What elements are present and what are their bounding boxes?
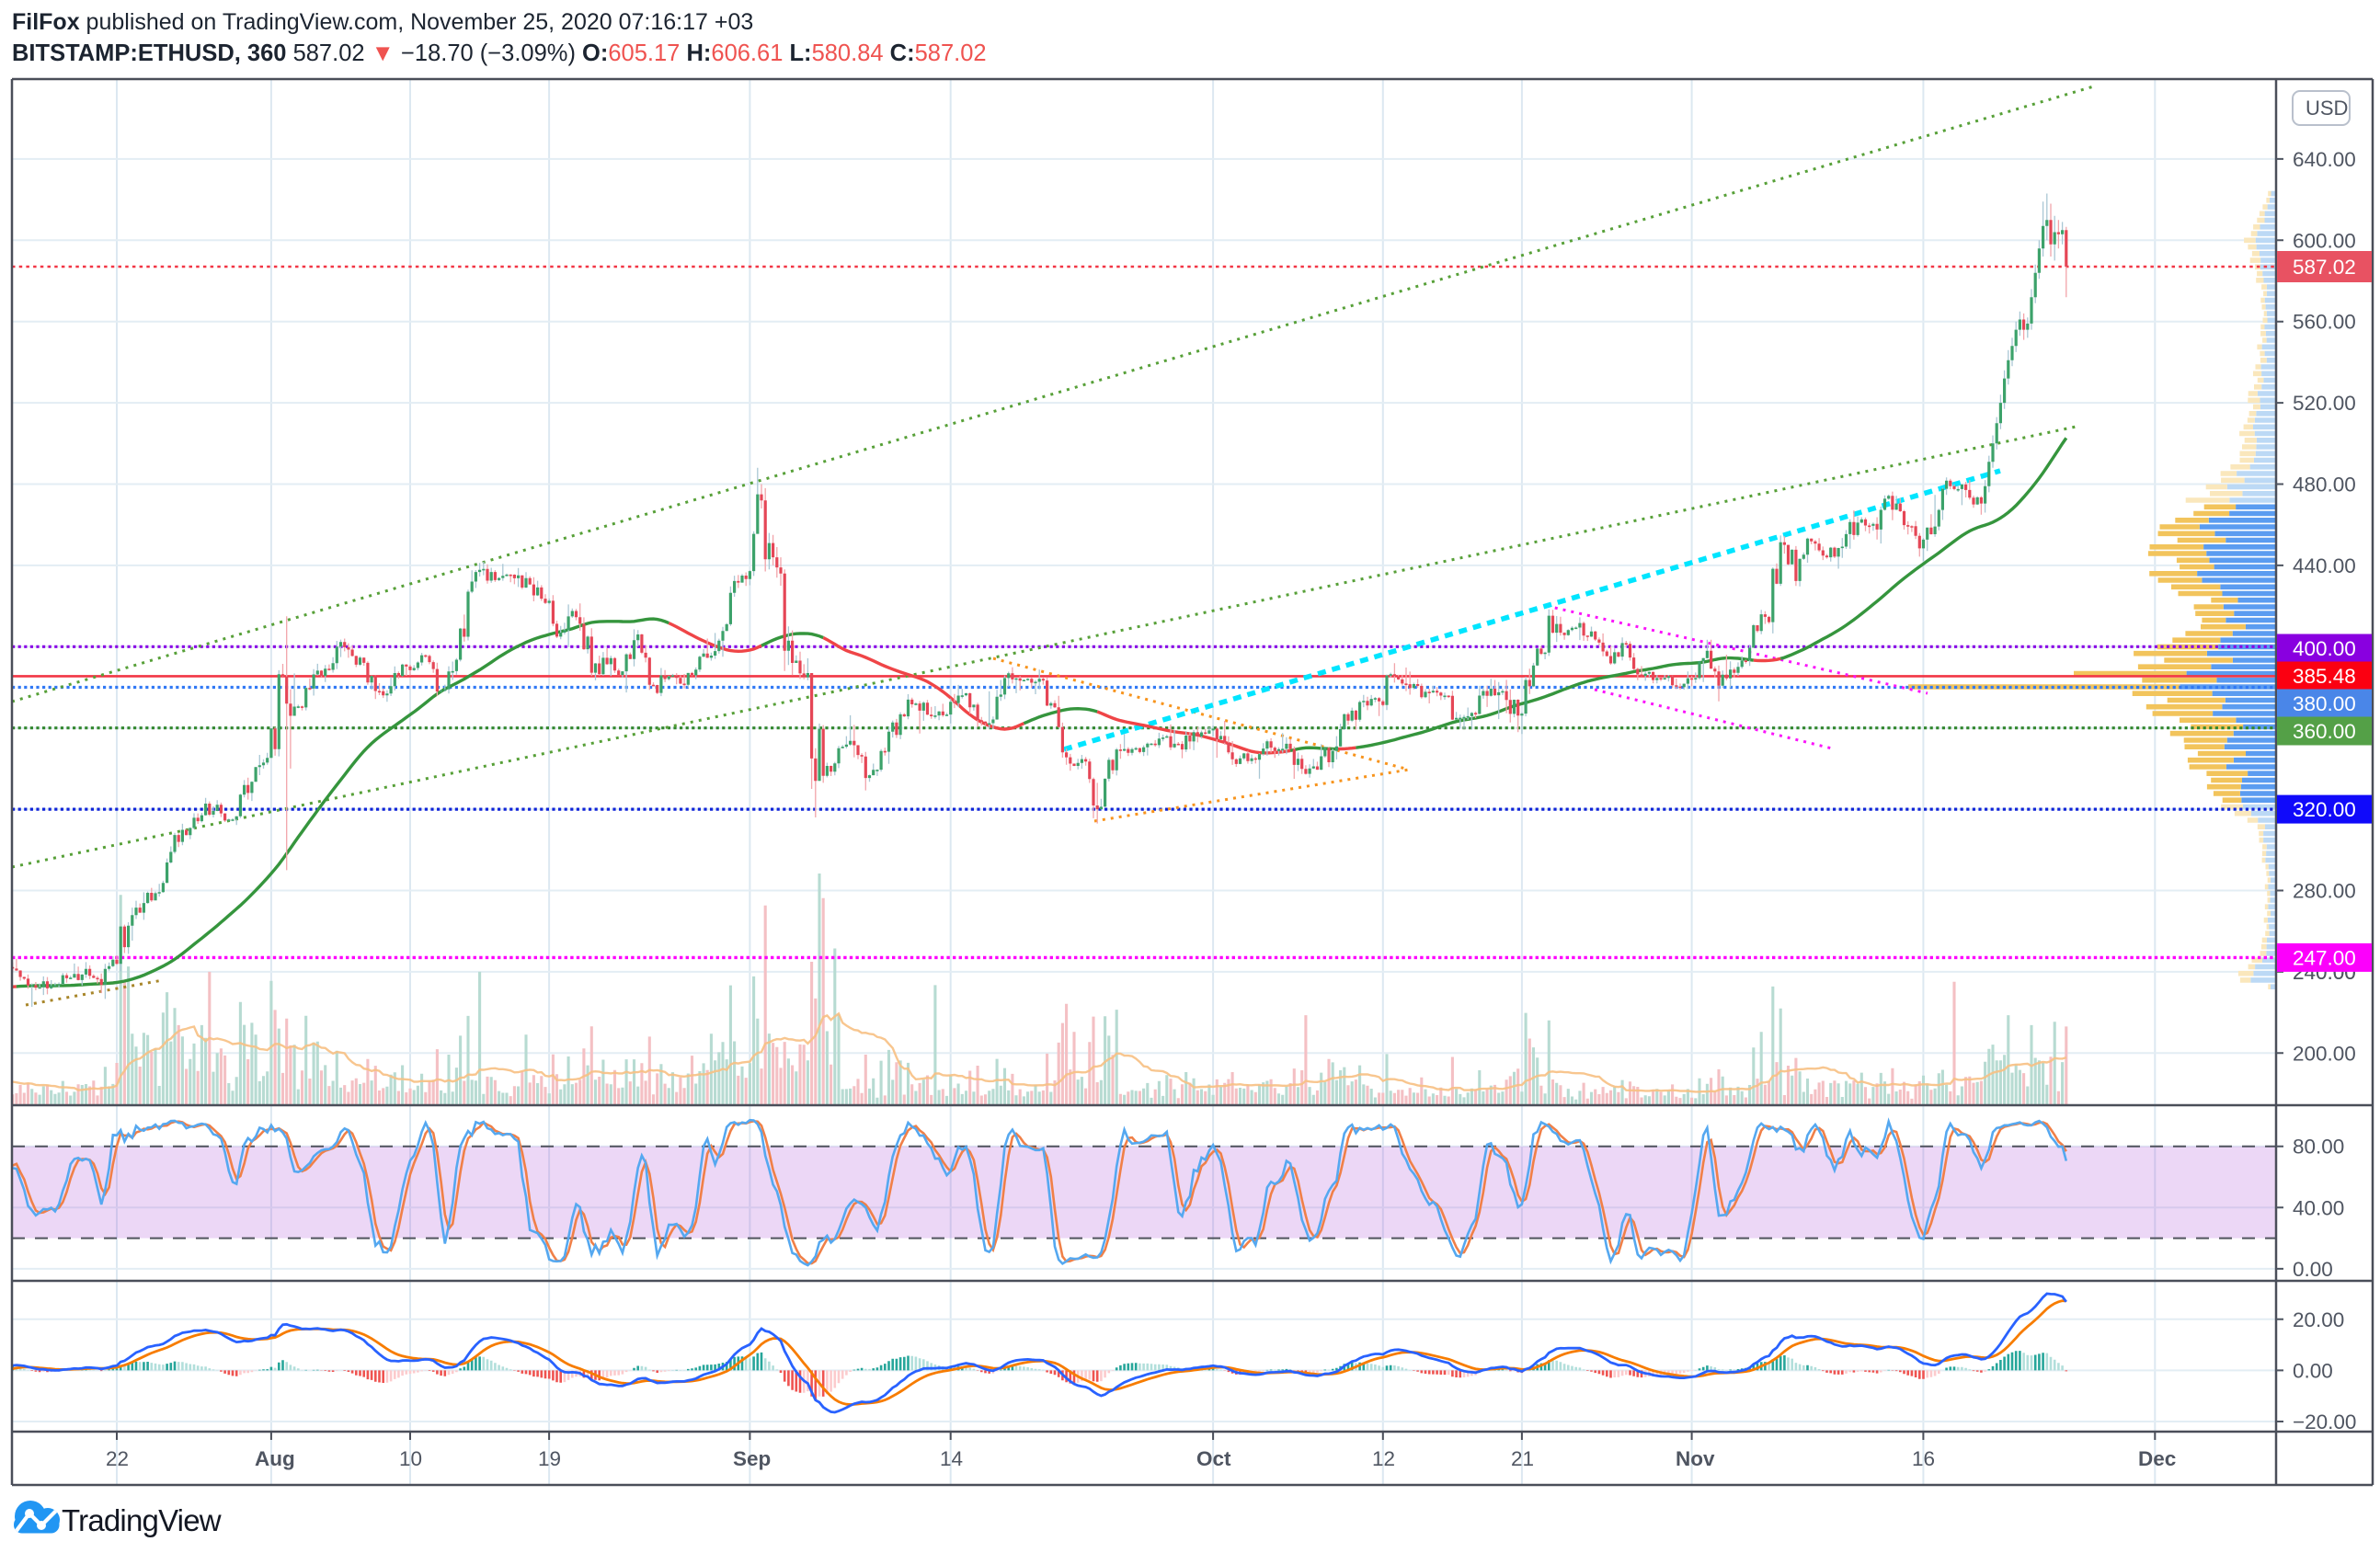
svg-text:480.00: 480.00 [2293, 474, 2356, 497]
svg-text:16: 16 [1912, 1447, 1935, 1470]
svg-text:360.00: 360.00 [2293, 720, 2356, 743]
svg-text:280.00: 280.00 [2293, 880, 2356, 903]
svg-text:12: 12 [1372, 1447, 1395, 1470]
svg-text:USD: USD [2306, 97, 2348, 120]
svg-text:21: 21 [1511, 1447, 1534, 1470]
svg-text:385.48: 385.48 [2293, 665, 2356, 688]
svg-text:10: 10 [399, 1447, 422, 1470]
svg-text:0.00: 0.00 [2293, 1258, 2333, 1281]
svg-text:20.00: 20.00 [2293, 1308, 2344, 1331]
svg-text:TradingView: TradingView [62, 1503, 222, 1537]
svg-text:Sep: Sep [733, 1447, 771, 1470]
svg-text:400.00: 400.00 [2293, 637, 2356, 660]
svg-text:640.00: 640.00 [2293, 148, 2356, 171]
svg-text:520.00: 520.00 [2293, 392, 2356, 415]
svg-text:22: 22 [106, 1447, 129, 1470]
svg-text:587.02: 587.02 [2293, 256, 2356, 279]
svg-text:0.00: 0.00 [2293, 1359, 2333, 1382]
svg-text:Nov: Nov [1676, 1447, 1715, 1470]
svg-text:FilFox published on TradingVie: FilFox published on TradingView.com, Nov… [12, 9, 753, 35]
svg-text:200.00: 200.00 [2293, 1042, 2356, 1065]
svg-text:440.00: 440.00 [2293, 554, 2356, 577]
svg-text:600.00: 600.00 [2293, 229, 2356, 252]
svg-text:560.00: 560.00 [2293, 311, 2356, 334]
svg-text:80.00: 80.00 [2293, 1136, 2344, 1159]
svg-text:247.00: 247.00 [2293, 946, 2356, 969]
svg-text:Dec: Dec [2138, 1447, 2176, 1470]
svg-text:320.00: 320.00 [2293, 798, 2356, 821]
svg-text:380.00: 380.00 [2293, 692, 2356, 715]
svg-text:19: 19 [538, 1447, 561, 1470]
svg-text:40.00: 40.00 [2293, 1196, 2344, 1219]
svg-text:14: 14 [940, 1447, 963, 1470]
svg-text:Oct: Oct [1196, 1447, 1231, 1470]
svg-text:Aug: Aug [255, 1447, 295, 1470]
svg-text:BITSTAMP:ETHUSD, 360 587.02 ▼: BITSTAMP:ETHUSD, 360 587.02 ▼ −18.70 (−3… [12, 40, 987, 66]
svg-text:−20.00: −20.00 [2293, 1410, 2356, 1433]
